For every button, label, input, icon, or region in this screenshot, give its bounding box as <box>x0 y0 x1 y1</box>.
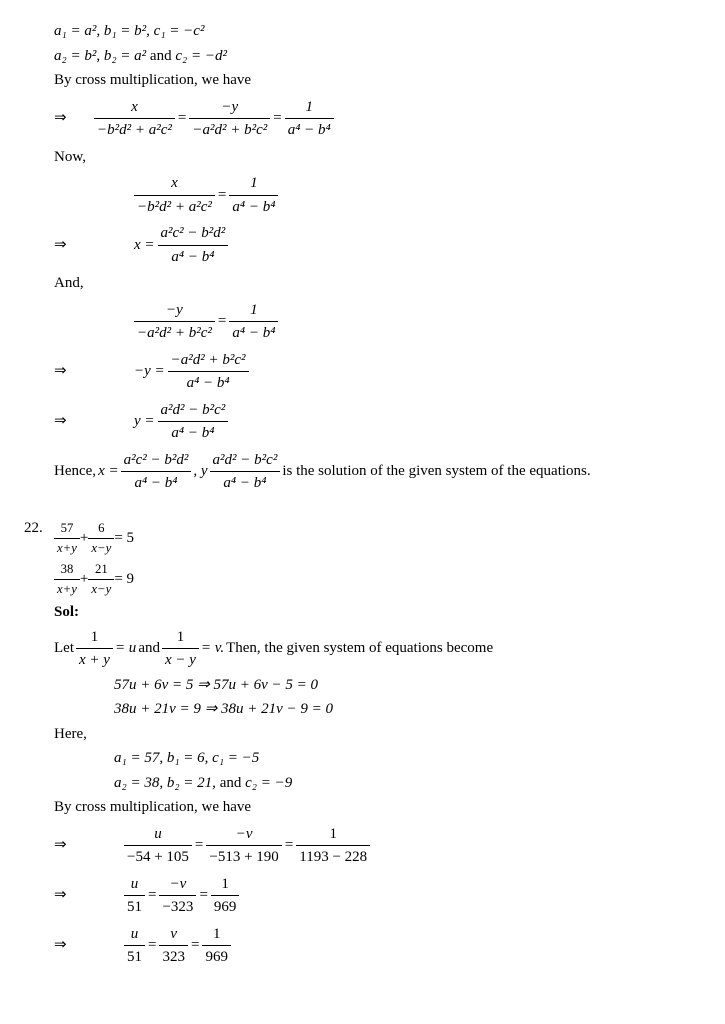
let-line: Let 1x + y = u and 1x − y = v. Then, the… <box>54 626 701 672</box>
text-cross-mult: By cross multiplication, we have <box>54 69 701 92</box>
cross-mult-eq: ⇒ x−b²d² + a²c² = −y−a²d² + b²c² = 1a⁴ −… <box>54 96 701 142</box>
implies-icon: ⇒ <box>54 410 94 433</box>
text-cross-mult-2: By cross multiplication, we have <box>54 796 701 819</box>
implies-icon: ⇒ <box>54 834 94 857</box>
x-result: ⇒ x = a²c² − b²d²a⁴ − b⁴ <box>54 222 701 268</box>
q-eq-1: 57x+y + 6x−y = 5 <box>54 519 701 558</box>
implies-icon: ⇒ <box>54 360 94 383</box>
text-and: And, <box>54 272 701 295</box>
implies-icon: ⇒ <box>54 884 94 907</box>
text-now: Now, <box>54 146 701 169</box>
q-eq-2: 38x+y + 21x−y = 9 <box>54 560 701 599</box>
hence-line: Hence, x = a²c² − b²d²a⁴ − b⁴ , y a²d² −… <box>54 449 701 495</box>
neg-y-step: ⇒ −y = −a²d² + b²c²a⁴ − b⁴ <box>54 349 701 395</box>
cm-row-1: ⇒ u−54 + 105 = −v−513 + 190 = 11193 − 22… <box>54 823 701 869</box>
cm-row-2: ⇒ u51 = −v−323 = 1969 <box>54 873 701 919</box>
text-here: Here, <box>54 723 701 746</box>
sol-label: Sol: <box>54 601 701 624</box>
implies-icon: ⇒ <box>54 107 94 130</box>
coeff-2: a₂ = 38, b₂ = 21, and c₂ = −9 <box>114 772 701 795</box>
cm-row-3: ⇒ u51 = v323 = 1969 <box>54 923 701 969</box>
implies-icon: ⇒ <box>54 934 94 957</box>
y-frac-eq: −y−a²d² + b²c² = 1a⁴ − b⁴ <box>54 299 701 345</box>
problem-22: 22. 57x+y + 6x−y = 5 38x+y + 21x−y = 9 S… <box>24 517 701 973</box>
problem-number: 22. <box>24 517 54 973</box>
coeff-1: a₁ = 57, b₁ = 6, c₁ = −5 <box>114 747 701 770</box>
solution-block-1: a₁ = a², b₁ = b², c₁ = −c² a₂ = b², b₂ =… <box>24 20 701 495</box>
sub-eq-2: 38u + 21v = 9 ⇒ 38u + 21v − 9 = 0 <box>114 698 701 721</box>
coeff-line-2: a₂ = b², b₂ = a² and c₂ = −d² <box>54 45 701 68</box>
implies-icon: ⇒ <box>54 234 94 257</box>
coeff-line-1: a₁ = a², b₁ = b², c₁ = −c² <box>54 20 701 43</box>
sub-eq-1: 57u + 6v = 5 ⇒ 57u + 6v − 5 = 0 <box>114 674 701 697</box>
x-frac-eq: x−b²d² + a²c² = 1a⁴ − b⁴ <box>54 172 701 218</box>
y-result: ⇒ y = a²d² − b²c²a⁴ − b⁴ <box>54 399 701 445</box>
